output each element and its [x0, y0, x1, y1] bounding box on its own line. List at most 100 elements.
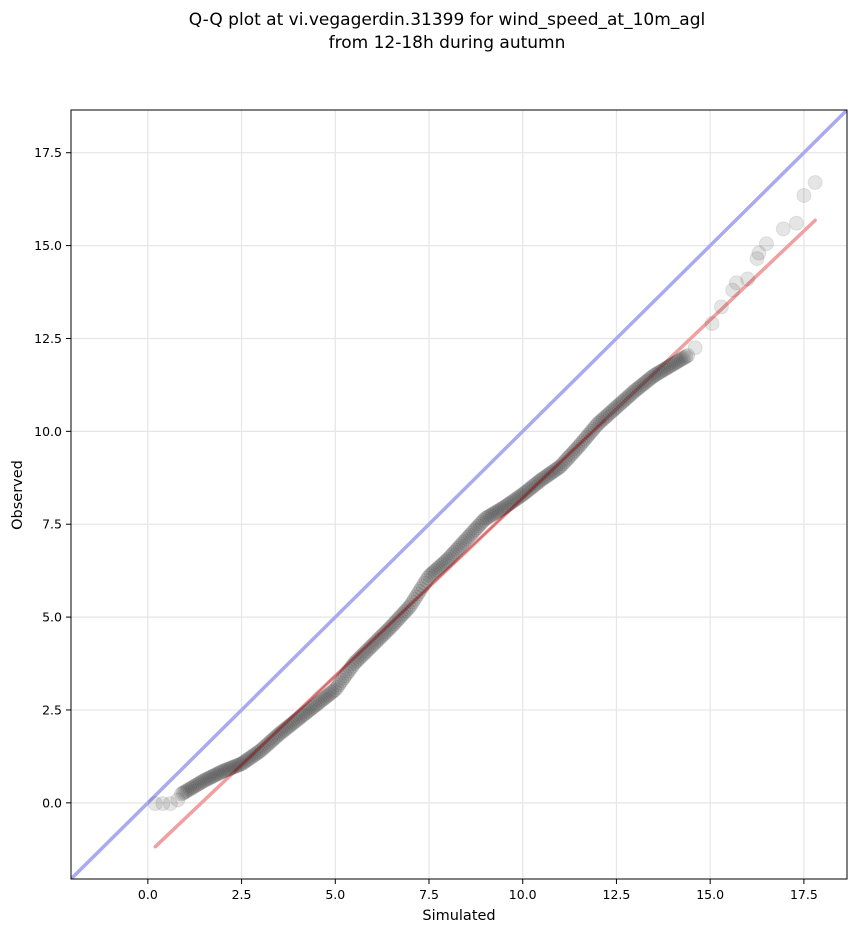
qq-point	[513, 488, 529, 504]
qq-point	[656, 362, 672, 378]
qq-point	[297, 706, 313, 722]
qq-point	[388, 614, 404, 630]
qq-point	[487, 505, 503, 521]
qq-point	[594, 412, 610, 428]
qq-point	[293, 708, 309, 724]
qq-point	[516, 485, 532, 501]
qq-point	[580, 427, 596, 443]
qq-point	[680, 348, 696, 364]
qq-point	[585, 421, 601, 437]
qq-point	[725, 282, 741, 298]
qq-point	[462, 527, 478, 543]
qq-point	[454, 536, 470, 552]
qq-point	[728, 275, 744, 291]
qq-point	[636, 376, 652, 392]
qq-point	[619, 390, 635, 406]
qq-point	[440, 551, 456, 567]
qq-point	[197, 772, 213, 788]
qq-point	[189, 777, 205, 793]
qq-point	[611, 397, 627, 413]
qq-point	[676, 350, 692, 366]
qq-point	[528, 476, 544, 492]
qq-point	[438, 553, 454, 569]
qq-point	[302, 702, 318, 718]
qq-point	[221, 761, 237, 777]
qq-point	[238, 753, 254, 769]
qq-point	[351, 651, 367, 667]
qq-point	[432, 559, 448, 575]
qq-point	[320, 687, 336, 703]
qq-point	[573, 435, 589, 451]
qq-point	[632, 378, 648, 394]
qq-point	[506, 493, 522, 509]
qq-point	[605, 402, 621, 418]
qq-point	[740, 271, 756, 287]
qq-point	[533, 472, 549, 488]
qq-point	[347, 654, 363, 670]
qq-point	[489, 504, 505, 520]
qq-point	[649, 366, 665, 382]
qq-point	[494, 501, 510, 517]
qq-point	[241, 751, 257, 767]
qq-point	[670, 354, 686, 370]
qq-point	[332, 675, 348, 691]
qq-point	[268, 729, 284, 745]
qq-point	[673, 352, 689, 368]
qq-point	[395, 606, 411, 622]
qq-point	[312, 694, 328, 710]
qq-point	[216, 763, 232, 779]
x-tick-label: 2.5	[232, 887, 252, 902]
qq-point	[467, 522, 483, 538]
qq-point	[217, 762, 233, 778]
plot-area	[71, 110, 847, 879]
qq-point	[314, 692, 330, 708]
qq-point	[190, 776, 206, 792]
qq-point	[209, 766, 225, 782]
qq-point	[704, 316, 720, 332]
qq-point	[364, 638, 380, 654]
qq-point	[228, 758, 244, 774]
qq-point	[366, 636, 382, 652]
qq-point	[405, 594, 421, 610]
qq-point	[713, 299, 729, 315]
qq-point	[207, 767, 223, 783]
qq-point	[317, 690, 333, 706]
qq-point	[567, 443, 583, 459]
qq-point	[428, 562, 444, 578]
qq-point	[653, 364, 669, 380]
qq-point	[535, 471, 551, 487]
qq-point	[572, 437, 588, 453]
qq-point	[212, 764, 228, 780]
qq-point	[758, 236, 774, 252]
qq-point	[406, 591, 422, 607]
qq-point	[177, 784, 193, 800]
qq-point	[341, 663, 357, 679]
qq-point	[519, 483, 535, 499]
plot-frame	[70, 109, 848, 880]
qq-point	[565, 445, 581, 461]
qq-point	[460, 529, 476, 545]
y-tick-label: 5.0	[42, 610, 62, 625]
qq-point	[288, 712, 304, 728]
y-tick-label: 7.5	[42, 517, 62, 532]
qq-point	[305, 699, 321, 715]
qq-point	[346, 656, 362, 672]
y-tick-label: 0.0	[42, 795, 62, 810]
qq-point	[555, 456, 571, 472]
qq-point	[204, 769, 220, 785]
y-tick-label: 15.0	[34, 238, 62, 253]
qq-point	[354, 648, 370, 664]
qq-point	[175, 785, 191, 801]
x-tick-label: 15.0	[696, 887, 724, 902]
qq-point	[600, 406, 616, 422]
qq-point	[408, 589, 424, 605]
qq-point	[403, 597, 419, 613]
qq-point	[521, 481, 537, 497]
qq-point	[646, 368, 662, 384]
qq-point	[491, 503, 507, 519]
qq-point	[639, 373, 655, 389]
qq-point	[194, 774, 210, 790]
qq-point	[374, 627, 390, 643]
x-tick-label: 12.5	[603, 887, 631, 902]
